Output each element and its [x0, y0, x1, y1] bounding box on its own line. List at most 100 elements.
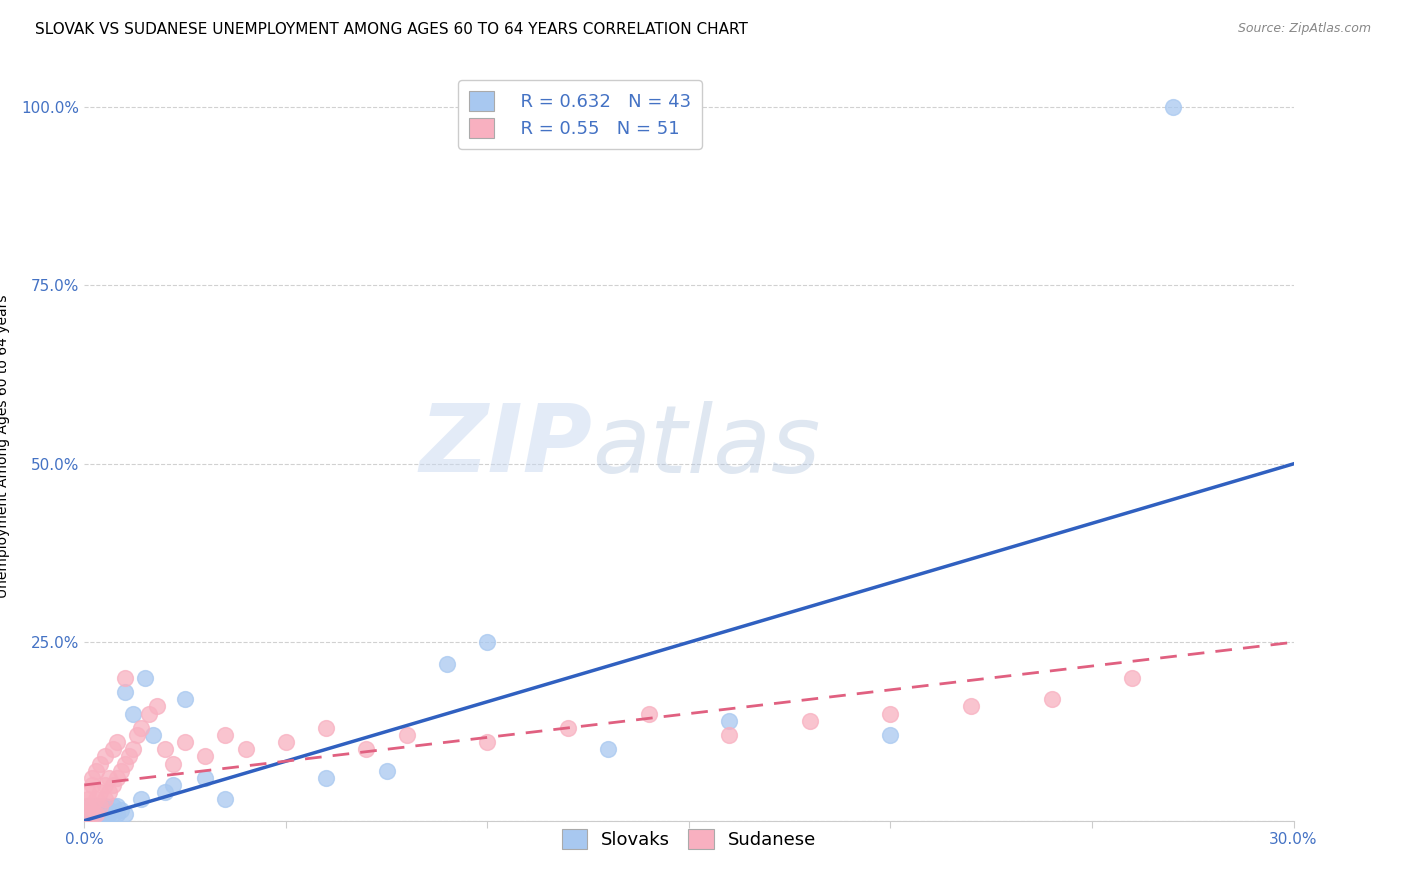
- Point: [315, 771, 337, 785]
- Point: [82, 771, 104, 785]
- Point: [105, 735, 128, 749]
- Point: [395, 728, 418, 742]
- Point: [1121, 671, 1143, 685]
- Point: [82, 803, 104, 817]
- Point: [82, 810, 104, 824]
- Point: [77, 806, 100, 821]
- Point: [82, 806, 104, 821]
- Point: [436, 657, 458, 671]
- Point: [89, 756, 111, 771]
- Point: [879, 706, 901, 721]
- Point: [142, 728, 165, 742]
- Point: [118, 749, 141, 764]
- Point: [93, 792, 115, 806]
- Point: [214, 728, 236, 742]
- Point: [101, 806, 124, 821]
- Point: [101, 742, 124, 756]
- Point: [105, 771, 128, 785]
- Point: [637, 706, 659, 721]
- Point: [86, 806, 108, 821]
- Point: [110, 803, 132, 817]
- Point: [77, 806, 100, 821]
- Point: [86, 792, 108, 806]
- Point: [86, 799, 108, 814]
- Point: [93, 806, 115, 821]
- Point: [97, 771, 120, 785]
- Point: [235, 742, 257, 756]
- Point: [93, 810, 115, 824]
- Point: [134, 671, 156, 685]
- Point: [97, 785, 120, 799]
- Point: [879, 728, 901, 742]
- Point: [1161, 100, 1184, 114]
- Point: [82, 799, 104, 814]
- Point: [97, 803, 120, 817]
- Text: ZIP: ZIP: [419, 400, 592, 492]
- Point: [114, 671, 136, 685]
- Point: [718, 728, 741, 742]
- Point: [93, 778, 115, 792]
- Point: [89, 799, 111, 814]
- Point: [101, 799, 124, 814]
- Y-axis label: Unemployment Among Ages 60 to 64 years: Unemployment Among Ages 60 to 64 years: [0, 294, 10, 598]
- Point: [105, 799, 128, 814]
- Point: [110, 764, 132, 778]
- Point: [138, 706, 160, 721]
- Point: [125, 728, 148, 742]
- Point: [77, 799, 100, 814]
- Point: [121, 742, 143, 756]
- Point: [598, 742, 620, 756]
- Text: SLOVAK VS SUDANESE UNEMPLOYMENT AMONG AGES 60 TO 64 YEARS CORRELATION CHART: SLOVAK VS SUDANESE UNEMPLOYMENT AMONG AG…: [35, 22, 748, 37]
- Point: [101, 778, 124, 792]
- Legend: Slovaks, Sudanese: Slovaks, Sudanese: [554, 822, 824, 856]
- Point: [89, 803, 111, 817]
- Point: [77, 799, 100, 814]
- Point: [86, 810, 108, 824]
- Point: [121, 706, 143, 721]
- Point: [153, 785, 176, 799]
- Point: [114, 806, 136, 821]
- Point: [82, 799, 104, 814]
- Point: [93, 799, 115, 814]
- Point: [77, 785, 100, 799]
- Point: [356, 742, 378, 756]
- Point: [82, 778, 104, 792]
- Point: [93, 749, 115, 764]
- Point: [97, 806, 120, 821]
- Text: atlas: atlas: [592, 401, 821, 491]
- Point: [89, 810, 111, 824]
- Point: [77, 810, 100, 824]
- Point: [89, 785, 111, 799]
- Point: [162, 778, 184, 792]
- Point: [477, 635, 499, 649]
- Point: [129, 721, 152, 735]
- Point: [105, 806, 128, 821]
- Point: [1040, 692, 1063, 706]
- Text: Source: ZipAtlas.com: Source: ZipAtlas.com: [1237, 22, 1371, 36]
- Point: [86, 806, 108, 821]
- Point: [174, 692, 197, 706]
- Point: [89, 799, 111, 814]
- Point: [214, 792, 236, 806]
- Point: [477, 735, 499, 749]
- Point: [557, 721, 579, 735]
- Point: [146, 699, 169, 714]
- Point: [194, 771, 217, 785]
- Point: [82, 806, 104, 821]
- Point: [274, 735, 297, 749]
- Point: [174, 735, 197, 749]
- Point: [114, 685, 136, 699]
- Point: [315, 721, 337, 735]
- Point: [799, 714, 821, 728]
- Point: [153, 742, 176, 756]
- Point: [77, 792, 100, 806]
- Point: [960, 699, 983, 714]
- Point: [162, 756, 184, 771]
- Point: [375, 764, 398, 778]
- Point: [718, 714, 741, 728]
- Point: [77, 803, 100, 817]
- Point: [86, 764, 108, 778]
- Point: [194, 749, 217, 764]
- Point: [129, 792, 152, 806]
- Point: [114, 756, 136, 771]
